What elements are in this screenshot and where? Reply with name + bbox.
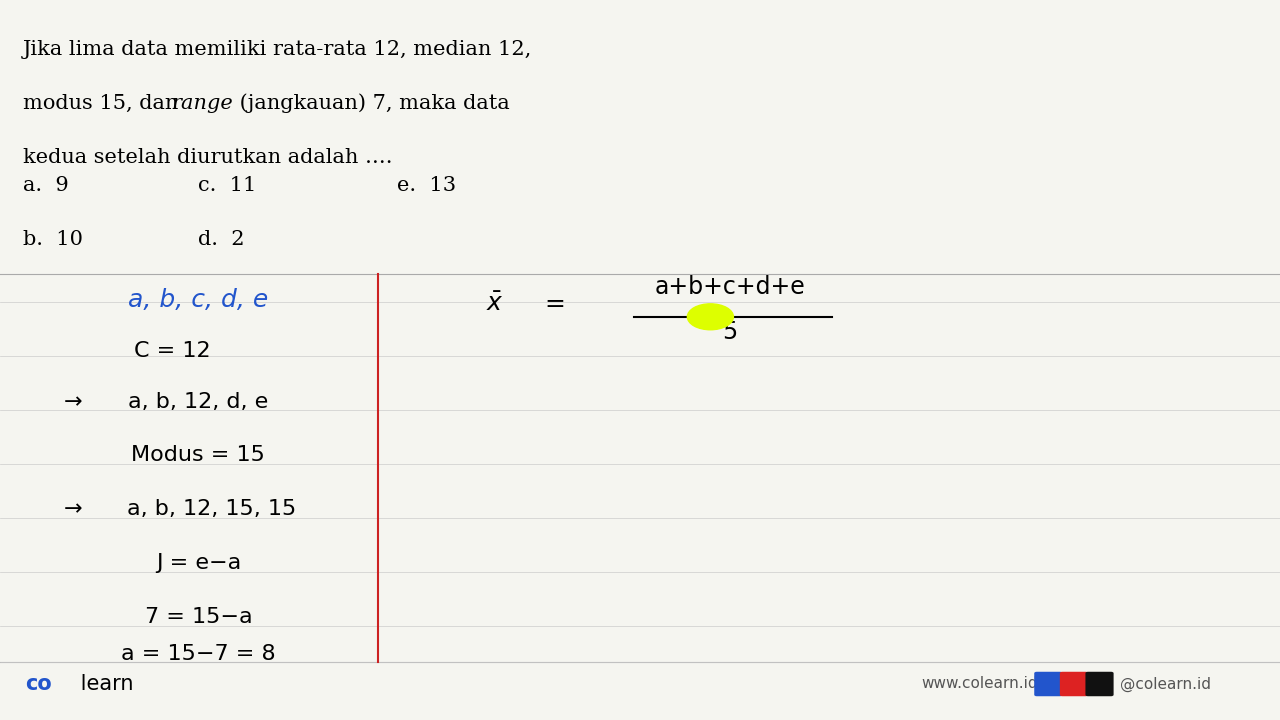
- Text: www.colearn.id: www.colearn.id: [922, 677, 1038, 691]
- Text: =: =: [544, 292, 564, 315]
- Text: a+b+c+d+e: a+b+c+d+e: [654, 275, 805, 299]
- Text: 7 = 15−a: 7 = 15−a: [145, 607, 252, 627]
- Text: modus 15, dan: modus 15, dan: [23, 94, 186, 112]
- Text: →: →: [64, 499, 83, 519]
- Text: →: →: [64, 392, 83, 413]
- Text: range: range: [172, 94, 233, 112]
- Text: kedua setelah diurutkan adalah ….: kedua setelah diurutkan adalah ….: [23, 148, 393, 166]
- FancyBboxPatch shape: [1034, 672, 1062, 696]
- Text: J = e−a: J = e−a: [156, 553, 241, 573]
- Text: a, b, c, d, e: a, b, c, d, e: [128, 288, 269, 312]
- Text: @colearn.id: @colearn.id: [1120, 676, 1211, 692]
- Text: b.  10: b. 10: [23, 230, 83, 249]
- Text: Jika lima data memiliki rata-rata 12, median 12,: Jika lima data memiliki rata-rata 12, me…: [23, 40, 532, 58]
- FancyBboxPatch shape: [1060, 672, 1088, 696]
- Text: d.  2: d. 2: [198, 230, 244, 249]
- Text: e.  13: e. 13: [397, 176, 456, 195]
- Text: (jangkauan) 7, maka data: (jangkauan) 7, maka data: [233, 94, 509, 113]
- Text: $\bar{x}$: $\bar{x}$: [486, 292, 504, 315]
- Text: co: co: [26, 674, 52, 694]
- Text: a.  9: a. 9: [23, 176, 69, 195]
- Text: learn: learn: [74, 674, 133, 694]
- FancyBboxPatch shape: [1085, 672, 1114, 696]
- Text: c.  11: c. 11: [198, 176, 257, 195]
- Text: Modus = 15: Modus = 15: [132, 445, 265, 465]
- Text: a, b, 12, d, e: a, b, 12, d, e: [128, 392, 269, 413]
- Text: a = 15−7 = 8: a = 15−7 = 8: [122, 644, 275, 665]
- Circle shape: [687, 304, 733, 330]
- Text: C = 12: C = 12: [134, 341, 211, 361]
- Text: a, b, 12, 15, 15: a, b, 12, 15, 15: [127, 499, 296, 519]
- Text: 5: 5: [722, 320, 737, 344]
